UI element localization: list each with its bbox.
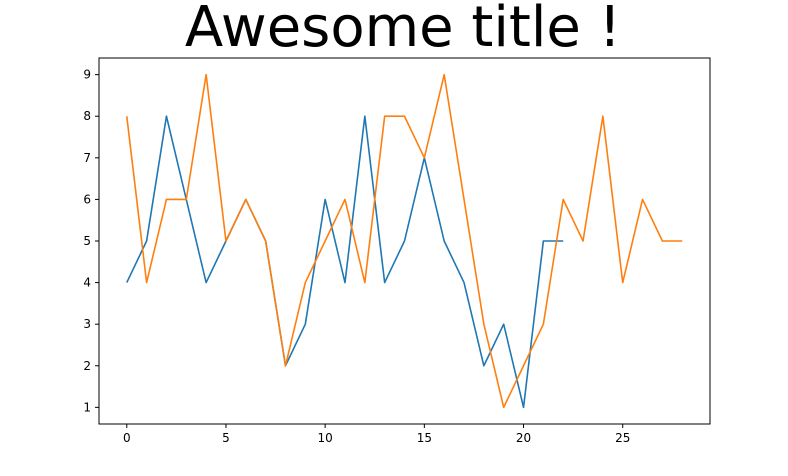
y-tick-label: 1 (83, 400, 91, 414)
y-tick-label: 2 (83, 359, 91, 373)
x-tick-label: 15 (417, 431, 432, 445)
series-line-2 (125, 73, 683, 409)
y-tick-label: 6 (83, 192, 91, 206)
y-tick-label: 9 (83, 68, 91, 82)
x-axis: 0 5 10 15 20 25 (123, 424, 630, 445)
y-tick-label: 7 (83, 151, 91, 165)
y-tick-label: 8 (83, 109, 91, 123)
series-layer (125, 73, 683, 409)
y-tick-label: 3 (83, 317, 91, 331)
x-tick-label: 0 (123, 431, 131, 445)
y-tick-label: 5 (83, 234, 91, 248)
x-tick-label: 5 (222, 431, 230, 445)
x-tick-label: 25 (615, 431, 630, 445)
plot-area (98, 57, 711, 425)
x-tick-label: 20 (516, 431, 531, 445)
y-tick-label: 4 (83, 276, 91, 290)
y-axis: 1 2 3 4 5 6 7 8 9 (83, 68, 99, 414)
x-tick-label: 10 (318, 431, 333, 445)
chart-title: Awesome title ! (185, 0, 621, 60)
